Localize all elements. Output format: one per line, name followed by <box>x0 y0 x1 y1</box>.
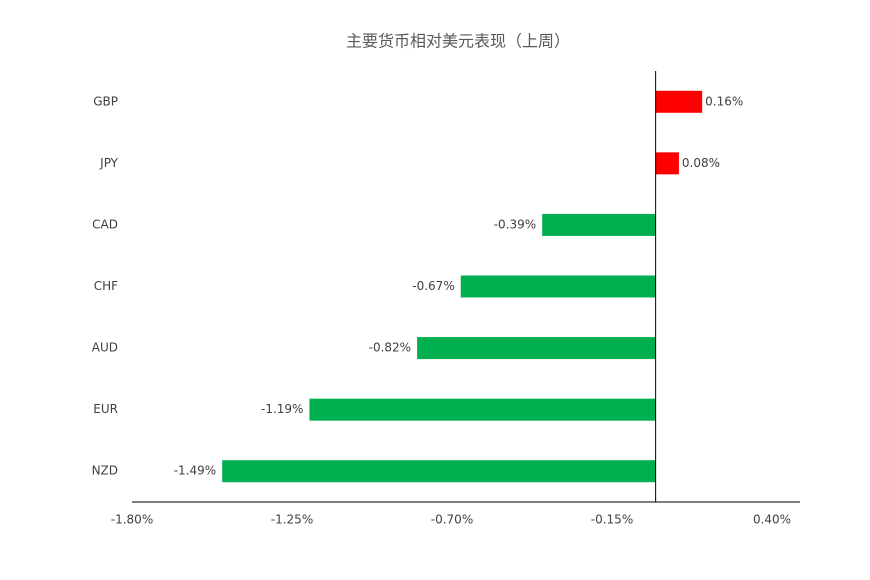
bar <box>222 460 656 483</box>
chart-title: 主要货币相对美元表现（上周） <box>346 32 570 51</box>
x-tick-label: -0.70% <box>431 513 473 527</box>
y-tick-label: EUR <box>93 402 118 416</box>
bar <box>655 152 679 175</box>
y-tick-label: GBP <box>93 94 118 108</box>
bar <box>309 398 656 421</box>
bar <box>460 275 656 298</box>
bar <box>542 213 656 236</box>
bar <box>655 90 703 113</box>
value-label: -0.67% <box>412 279 454 293</box>
value-label: -1.19% <box>261 402 303 416</box>
bar <box>417 337 656 360</box>
x-tick-label: -1.25% <box>271 513 313 527</box>
y-tick-label: JPY <box>99 156 119 170</box>
x-tick-label: -1.80% <box>111 513 153 527</box>
value-label: 0.08% <box>682 156 720 170</box>
value-label: 0.16% <box>705 94 743 108</box>
value-label: -0.39% <box>494 217 536 231</box>
y-tick-label: CAD <box>92 217 118 231</box>
x-tick-label: -0.15% <box>591 513 633 527</box>
value-label: -0.82% <box>369 341 411 355</box>
y-tick-label: CHF <box>94 279 118 293</box>
y-tick-label: AUD <box>92 341 118 355</box>
x-tick-label: 0.40% <box>753 513 791 527</box>
value-label: -1.49% <box>174 464 216 478</box>
y-tick-label: NZD <box>92 464 118 478</box>
